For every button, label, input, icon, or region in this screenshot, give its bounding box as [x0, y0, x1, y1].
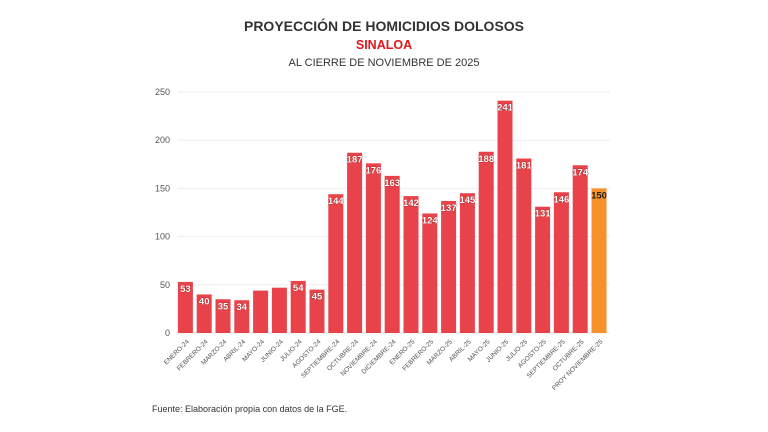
bar — [403, 196, 419, 333]
data-label: 163 — [384, 178, 400, 189]
data-label: 176 — [365, 165, 381, 176]
source-note: Fuente: Elaboración propia con datos de … — [152, 404, 348, 414]
bar — [384, 175, 400, 333]
bar — [177, 281, 193, 333]
data-label: 181 — [516, 161, 533, 172]
bar — [591, 188, 607, 333]
bar — [196, 294, 212, 333]
data-label: 241 — [497, 103, 514, 114]
data-label: 40 — [199, 296, 210, 307]
bar — [516, 158, 532, 333]
y-tick-label: 250 — [155, 87, 170, 97]
bar — [234, 300, 250, 333]
data-label: 53 — [180, 284, 191, 295]
chart-subtitle-date: AL CIERRE DE NOVIEMBRE DE 2025 — [288, 57, 480, 69]
y-tick-label: 150 — [155, 183, 170, 193]
bar — [459, 193, 475, 333]
data-label: 174 — [572, 167, 589, 178]
bar — [290, 280, 306, 333]
chart-subtitle: SINALOA — [355, 38, 413, 52]
bar — [497, 100, 513, 334]
bar — [572, 165, 588, 333]
bar — [478, 151, 494, 333]
data-label: 146 — [553, 194, 569, 205]
data-label: 35 — [218, 301, 229, 312]
bar — [553, 192, 569, 333]
data-label: 131 — [535, 209, 552, 220]
data-label: 150 — [591, 190, 607, 201]
bar — [271, 287, 287, 333]
bar — [441, 200, 457, 333]
bar — [309, 289, 325, 333]
data-label: 187 — [347, 155, 363, 166]
data-label: 34 — [237, 302, 248, 313]
bar — [365, 163, 381, 333]
data-label: 137 — [441, 203, 457, 214]
data-label: 145 — [459, 195, 476, 206]
data-label: 142 — [403, 198, 419, 209]
data-label: 45 — [312, 292, 323, 303]
bar — [347, 152, 363, 333]
data-label: 144 — [328, 196, 345, 207]
y-tick-label: 100 — [155, 232, 170, 242]
chart-title: PROYECCIÓN DE HOMICIDIOS DOLOSOS — [243, 18, 525, 34]
bar — [535, 206, 551, 333]
data-label: 54 — [293, 283, 304, 294]
data-label: 124 — [422, 215, 439, 226]
y-tick-label: 200 — [155, 135, 170, 145]
bar — [422, 213, 438, 333]
bar — [215, 299, 231, 333]
y-tick-label: 50 — [160, 280, 170, 290]
bar — [253, 290, 269, 333]
y-tick-label: 0 — [165, 328, 170, 338]
data-label: 188 — [478, 154, 494, 165]
bar — [328, 194, 344, 333]
